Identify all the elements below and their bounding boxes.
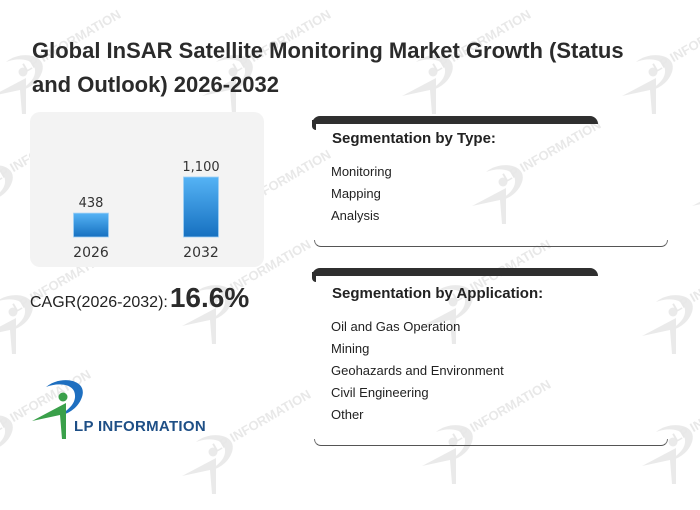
list-item: Oil and Gas Operation xyxy=(331,319,461,334)
logo-text: LP INFORMATION xyxy=(74,418,206,435)
list-item: Civil Engineering xyxy=(331,385,429,400)
watermark-logo-icon xyxy=(692,201,700,206)
box-top-bar xyxy=(312,116,598,130)
cagr-readout: CAGR(2026-2032): 16.6% xyxy=(30,282,249,314)
list-item: Other xyxy=(331,407,364,422)
category-label: 2032 xyxy=(183,245,219,261)
logo-icon xyxy=(32,380,83,439)
segmentation-type-list: Monitoring Mapping Analysis xyxy=(331,161,392,227)
bar-2032 xyxy=(183,176,219,238)
watermark-text: LP INFORMATION xyxy=(670,246,700,315)
watermark-logo-icon xyxy=(0,415,13,447)
box-top-bar xyxy=(312,268,598,282)
segmentation-type-heading: Segmentation by Type: xyxy=(332,130,496,147)
list-item: Monitoring xyxy=(331,164,392,179)
watermark-text: LP INFORMATION xyxy=(670,376,700,445)
segmentation-by-application-box: Segmentation by Application: Oil and Gas… xyxy=(312,268,668,446)
segmentation-by-type-box: Segmentation by Type: Monitoring Mapping… xyxy=(312,116,668,247)
watermark-logo-icon xyxy=(0,165,13,197)
list-item: Analysis xyxy=(331,208,380,223)
segmentation-application-list: Oil and Gas Operation Mining Geohazards … xyxy=(331,316,504,426)
bar-value-label: 438 xyxy=(79,196,104,211)
segmentation-application-heading: Segmentation by Application: xyxy=(332,285,544,302)
box-bottom-line xyxy=(314,240,668,247)
box-bottom-line xyxy=(314,439,668,446)
watermark-text: LP INFORMATION xyxy=(210,386,314,455)
list-item: Geohazards and Environment xyxy=(331,363,504,378)
company-logo: LP INFORMATION xyxy=(30,375,210,445)
watermark: LP INFORMATION xyxy=(690,150,700,240)
cagr-label: CAGR(2026-2032): xyxy=(30,294,168,311)
watermark-text: LP INFORMATION xyxy=(650,6,700,75)
list-item: Mapping xyxy=(331,186,381,201)
category-label: 2026 xyxy=(73,245,109,261)
bar-value-label: 1,100 xyxy=(182,160,219,175)
page-title: Global InSAR Satellite Monitoring Market… xyxy=(32,38,624,97)
bar-chart: 438 2026 1,100 2032 xyxy=(73,160,220,261)
bar-2026 xyxy=(73,212,109,238)
cagr-value: 16.6% xyxy=(169,282,250,313)
bar-chart-panel: 438 2026 1,100 2032 xyxy=(30,112,264,267)
list-item: Mining xyxy=(331,341,370,356)
